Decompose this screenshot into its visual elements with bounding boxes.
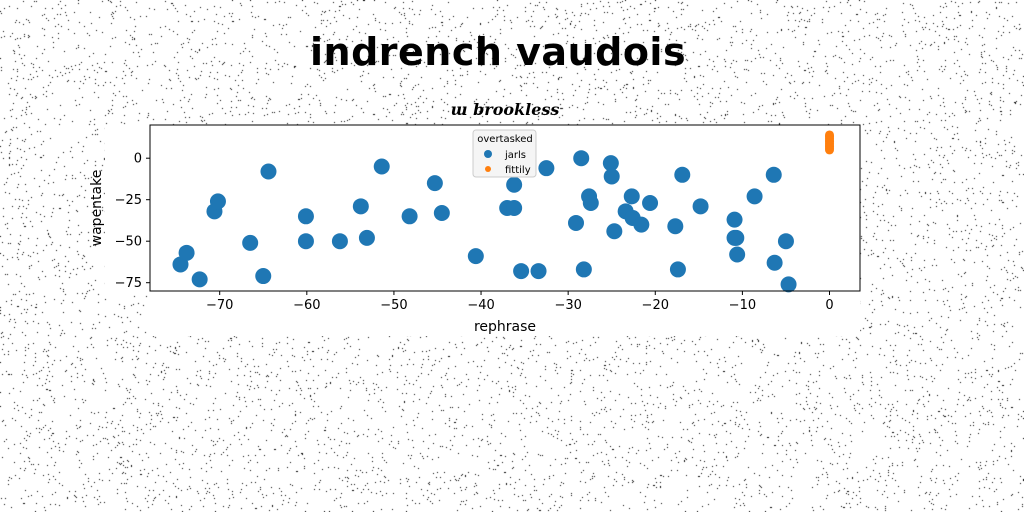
point-jarls <box>606 223 623 240</box>
x-tick-label: −10 <box>729 298 756 313</box>
y-axis-zone <box>105 125 150 295</box>
point-jarls <box>568 214 584 231</box>
point-jarls <box>726 211 743 228</box>
legend: overtasked jarls fittily <box>472 129 537 178</box>
point-jarls <box>582 195 599 212</box>
point-jarls <box>530 263 547 280</box>
legend-title: overtasked <box>477 134 533 145</box>
point-jarls <box>191 271 208 288</box>
x-axis: −70 −60 −50 −40 −30 −20 −10 0 <box>206 291 834 313</box>
chart-title: ɯ brookless <box>450 100 560 119</box>
point-jarls <box>642 195 659 212</box>
point-jarls <box>506 200 523 216</box>
x-tick-label: −40 <box>467 298 494 313</box>
point-jarls <box>260 163 277 180</box>
point-jarls <box>692 198 709 215</box>
point-jarls <box>728 229 745 246</box>
point-jarls <box>667 218 684 235</box>
x-tick-label: 0 <box>825 298 833 313</box>
x-tick-label: −30 <box>554 298 581 313</box>
point-jarls <box>401 208 418 225</box>
point-jarls <box>242 234 259 251</box>
point-jarls <box>352 198 369 215</box>
y-tick-label: 0 <box>134 152 142 167</box>
point-jarls <box>765 166 782 183</box>
y-tick-label: −75 <box>115 276 142 291</box>
point-jarls <box>603 168 620 185</box>
point-jarls <box>538 160 555 177</box>
point-jarls <box>358 229 375 246</box>
y-tick-label: −25 <box>115 193 142 208</box>
point-jarls <box>513 263 530 280</box>
point-jarls <box>623 188 640 205</box>
point-jarls <box>780 276 797 293</box>
point-jarls <box>297 208 314 225</box>
x-axis-zone <box>150 291 860 336</box>
x-tick-label: −50 <box>380 298 407 313</box>
point-jarls <box>674 166 691 183</box>
x-tick-label: −20 <box>642 298 669 313</box>
point-jarls <box>575 261 592 278</box>
y-tick-label: −50 <box>115 235 142 250</box>
point-jarls <box>729 246 746 263</box>
point-jarls <box>373 158 390 175</box>
legend-box <box>472 129 537 178</box>
legend-label-fittily: fittily <box>505 165 531 176</box>
page-title: indrench vaudois <box>310 30 687 74</box>
point-jarls <box>746 188 763 205</box>
point-jarls <box>331 233 348 250</box>
legend-label-jarls: jarls <box>504 150 526 161</box>
point-jarls <box>297 233 314 250</box>
point-jarls <box>426 175 443 192</box>
point-jarls <box>209 193 226 210</box>
legend-marker-fittily <box>485 166 491 172</box>
x-axis-label: rephrase <box>474 319 536 335</box>
y-axis: 0 −25 −50 −75 <box>115 152 150 291</box>
point-jarls <box>573 150 590 167</box>
point-jarls <box>669 261 686 278</box>
point-jarls <box>178 244 195 261</box>
point-jarls <box>506 176 523 193</box>
x-tick-label: −70 <box>206 298 233 313</box>
point-jarls <box>467 248 484 265</box>
x-tick-label: −60 <box>293 298 320 313</box>
point-jarls <box>766 254 783 271</box>
point-jarls <box>433 204 450 221</box>
point-jarls <box>633 216 650 233</box>
legend-marker-jarls <box>484 150 492 158</box>
point-fittily <box>825 130 835 140</box>
point-jarls <box>777 233 794 250</box>
point-jarls <box>255 268 272 285</box>
point-jarls <box>602 155 619 172</box>
y-axis-label: wapentake <box>89 170 105 247</box>
plot-frame <box>149 124 861 292</box>
